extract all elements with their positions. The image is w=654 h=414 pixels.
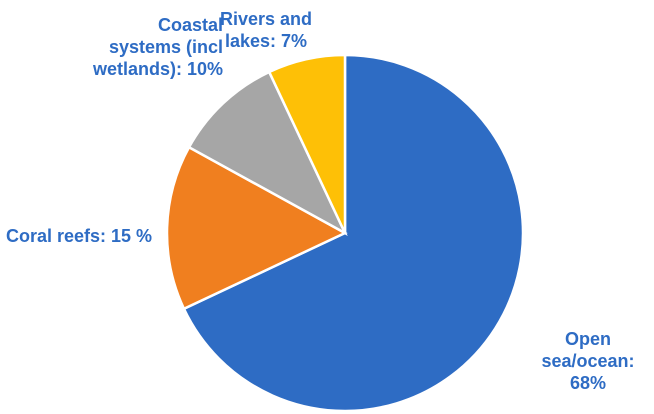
slice-rivers-and-lakes xyxy=(267,53,347,234)
slice-label-open-sea-ocean: Open sea/ocean: 68% xyxy=(541,329,635,393)
slice-open-sea-ocean xyxy=(182,53,525,413)
slice-label-coastal-systems: Coastal systems (incl wetlands): 10% xyxy=(92,15,223,79)
slice-coral-reefs xyxy=(165,145,348,311)
slice-label-coral-reefs: Coral reefs: 15 % xyxy=(6,226,153,246)
slice-coastal-systems xyxy=(187,70,348,236)
slice-label-rivers-and-lakes: Rivers and lakes: 7% xyxy=(219,9,313,51)
